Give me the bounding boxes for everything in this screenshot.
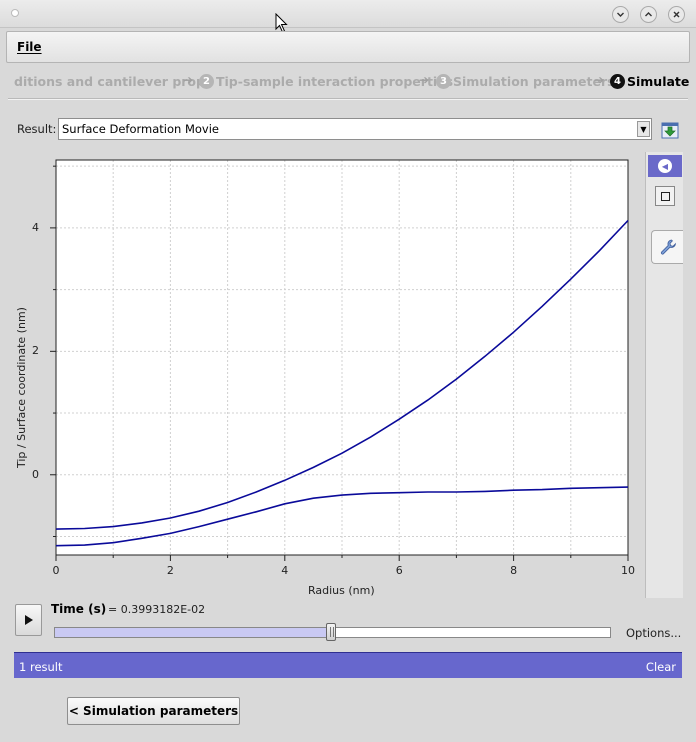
- x-tick-label: 2: [166, 564, 174, 577]
- plot-panel: [8, 152, 644, 598]
- wizard-step-4-number[interactable]: 4: [610, 74, 625, 89]
- stop-button[interactable]: [655, 186, 675, 206]
- window-menu-icon[interactable]: [11, 9, 19, 17]
- result-label: Result:: [17, 122, 57, 136]
- result-select-value: Surface Deformation Movie: [62, 122, 219, 136]
- play-button[interactable]: [15, 604, 42, 636]
- x-tick-label: 10: [621, 564, 635, 577]
- y-tick-label: 2: [32, 344, 39, 358]
- menu-bar: File: [6, 31, 690, 63]
- wizard-step-3-number[interactable]: 3: [436, 74, 451, 89]
- mouse-cursor-icon: [275, 13, 288, 33]
- stop-icon: [660, 191, 670, 201]
- clear-button[interactable]: Clear: [645, 660, 676, 674]
- arrow-right-icon: ➔: [419, 73, 430, 87]
- wizard-step-1[interactable]: ditions and cantilever prop.: [14, 74, 210, 89]
- results-count: 1 result: [19, 660, 63, 674]
- time-slider-fill: [55, 628, 332, 637]
- back-to-simulation-parameters-button[interactable]: < Simulation parameters: [67, 697, 240, 725]
- menu-file[interactable]: File: [17, 40, 42, 54]
- results-bar: 1 result Clear: [14, 652, 682, 678]
- wizard-step-2[interactable]: Tip-sample interaction properties: [216, 74, 454, 89]
- time-label: Time (s): [51, 602, 107, 616]
- x-axis-label: Radius (nm): [308, 584, 375, 597]
- wizard-step-4[interactable]: Simulate: [627, 74, 690, 89]
- arrow-right-icon: ➔: [183, 73, 194, 87]
- divider: [8, 98, 688, 100]
- y-tick-label: 0: [32, 467, 39, 481]
- y-axis-label: Tip / Surface coordinate (nm): [15, 307, 28, 468]
- window-titlebar[interactable]: [0, 0, 696, 28]
- chevron-up-icon[interactable]: [640, 6, 657, 23]
- collapse-panel-button[interactable]: ◀: [648, 155, 682, 177]
- x-tick-label: 0: [52, 564, 60, 577]
- wizard-step-2-number[interactable]: 2: [199, 74, 214, 89]
- chevron-down-icon[interactable]: [612, 6, 629, 23]
- x-tick-label: 4: [281, 564, 289, 577]
- x-tick-label: 8: [510, 564, 518, 577]
- time-slider-thumb[interactable]: [325, 623, 336, 641]
- arrow-right-icon: ➔: [594, 73, 605, 87]
- close-icon[interactable]: [668, 6, 685, 23]
- wrench-icon: [660, 239, 676, 255]
- x-tick-label: 6: [395, 564, 403, 577]
- side-toolbar: [645, 152, 683, 598]
- time-value: = 0.3993182E-02: [108, 603, 206, 616]
- y-tick-label: 4: [32, 220, 39, 234]
- result-select[interactable]: Surface Deformation Movie ▼: [58, 118, 652, 140]
- export-icon[interactable]: [660, 120, 680, 140]
- settings-tab[interactable]: [651, 230, 683, 264]
- play-icon: [24, 615, 33, 625]
- options-link[interactable]: Options...: [626, 626, 682, 640]
- arrow-left-icon: ◀: [658, 159, 672, 173]
- wizard-step-3[interactable]: Simulation parameters: [453, 74, 615, 89]
- wizard-steps: ditions and cantilever prop. ➔ 2 Tip-sam…: [0, 70, 696, 94]
- chevron-down-icon[interactable]: ▼: [637, 121, 650, 137]
